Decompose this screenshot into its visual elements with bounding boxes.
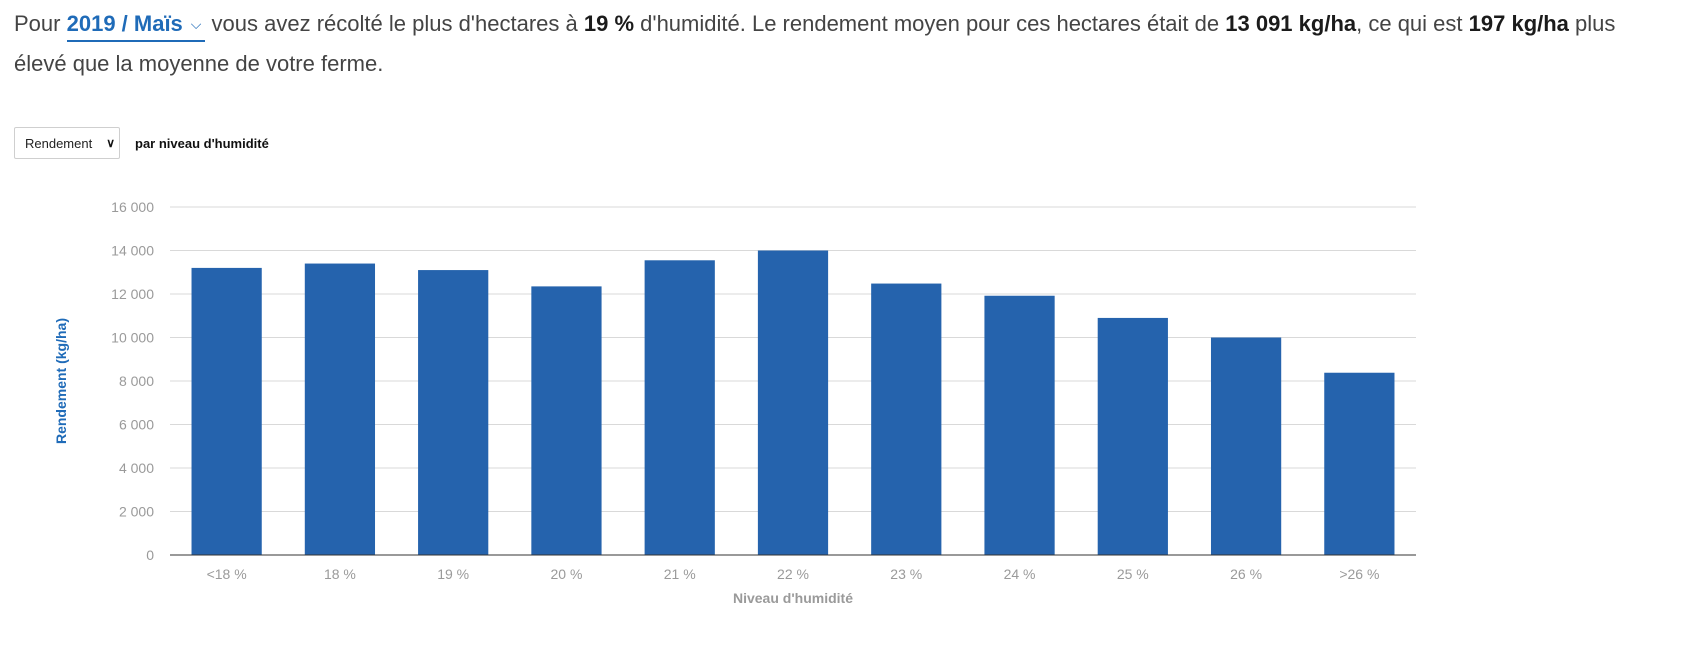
metric-select[interactable]: Rendement ∨ bbox=[14, 127, 120, 159]
summary-diff-yield: 197 kg/ha bbox=[1468, 11, 1569, 36]
y-tick-label: 14 000 bbox=[111, 243, 154, 259]
season-label: 2019 / Maïs bbox=[66, 11, 183, 36]
chevron-down-icon: ∨ bbox=[106, 136, 115, 150]
chart-controls: Rendement ∨ par niveau d'humidité bbox=[14, 127, 269, 159]
x-tick-label: 23 % bbox=[890, 566, 922, 582]
summary-part4: plus élevé que la moyenne de votre ferme… bbox=[14, 11, 1616, 76]
bar-8[interactable] bbox=[984, 295, 1055, 555]
y-tick-label: 16 000 bbox=[111, 199, 154, 215]
summary-part2: d'humidité. Le rendement moyen pour ces … bbox=[640, 11, 1220, 36]
y-tick-label: 0 bbox=[146, 547, 154, 563]
x-tick-label: 26 % bbox=[1230, 566, 1262, 582]
y-tick-label: 8 000 bbox=[119, 373, 154, 389]
summary-avg-yield: 13 091 kg/ha bbox=[1225, 11, 1357, 36]
y-axis-title: Rendement (kg/ha) bbox=[53, 318, 69, 444]
x-tick-label: 19 % bbox=[437, 566, 469, 582]
moisture-yield-chart: 0 2 000 4 000 6 000 8 000 10 000 12 000 14 000 1… bbox=[53, 199, 1416, 606]
chevron-down-icon: ⌵ bbox=[190, 16, 202, 32]
bar-7[interactable] bbox=[871, 283, 942, 555]
y-tick-label: 6 000 bbox=[119, 417, 154, 433]
bar-6[interactable] bbox=[757, 250, 829, 556]
x-tick-label: 18 % bbox=[324, 566, 356, 582]
summary-part1: vous avez récolté le plus d'hectares à bbox=[211, 11, 578, 36]
x-tick-label: 24 % bbox=[1004, 566, 1036, 582]
bar-5[interactable] bbox=[644, 260, 715, 555]
bar-2[interactable] bbox=[304, 263, 376, 555]
chart-subtitle: par niveau d'humidité bbox=[135, 135, 269, 151]
summary-prefix: Pour bbox=[14, 11, 61, 36]
x-tick-label: >26 % bbox=[1339, 566, 1379, 582]
x-tick-label: 22 % bbox=[777, 566, 809, 582]
y-tick-label: 4 000 bbox=[119, 460, 154, 476]
summary-moisture-value: 19 % bbox=[583, 11, 635, 36]
bar-1[interactable] bbox=[191, 267, 262, 555]
bar-4[interactable] bbox=[531, 286, 602, 555]
bar-11[interactable] bbox=[1324, 372, 1395, 555]
bar-9[interactable] bbox=[1097, 317, 1168, 555]
x-tick-label: <18 % bbox=[207, 566, 247, 582]
x-tick-label: 25 % bbox=[1117, 566, 1149, 582]
summary-part3: , ce qui est bbox=[1356, 11, 1463, 36]
y-tick-label: 12 000 bbox=[111, 286, 154, 302]
y-tick-label: 10 000 bbox=[111, 330, 154, 346]
bar-10[interactable] bbox=[1210, 337, 1282, 556]
season-dropdown[interactable]: 2019 / Maïs ⌵ bbox=[66, 8, 206, 42]
x-tick-label: 21 % bbox=[664, 566, 696, 582]
x-tick-label: 20 % bbox=[550, 566, 582, 582]
y-tick-label: 2 000 bbox=[119, 504, 154, 520]
metric-select-value: Rendement bbox=[25, 135, 93, 151]
summary-text: Pour 2019 / Maïs ⌵ vous avez récolté le p… bbox=[14, 4, 1674, 84]
x-axis-title: Niveau d'humidité bbox=[733, 590, 853, 606]
bar-3[interactable] bbox=[418, 270, 489, 555]
